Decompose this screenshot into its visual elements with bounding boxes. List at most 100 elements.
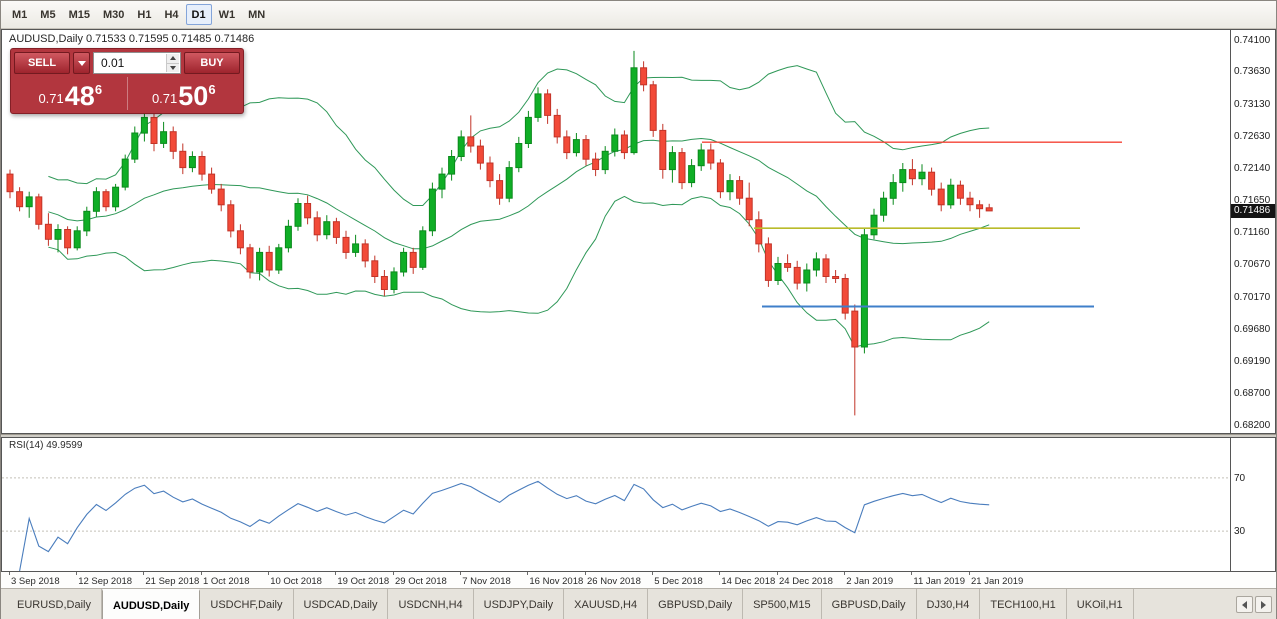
lot-presets-dropdown[interactable] bbox=[73, 52, 90, 74]
timeframe-button-m1[interactable]: M1 bbox=[6, 4, 33, 25]
timeframe-button-m15[interactable]: M15 bbox=[63, 4, 96, 25]
tab-scroll-left-icon[interactable] bbox=[1236, 596, 1253, 613]
candle bbox=[112, 186, 120, 208]
candle bbox=[54, 229, 62, 240]
candle bbox=[880, 197, 888, 216]
chart-tab-usdcad-daily[interactable]: USDCAD,Daily bbox=[294, 589, 389, 619]
candle bbox=[937, 188, 945, 206]
buy-price-prefix: 0.71 bbox=[151, 91, 178, 106]
candle bbox=[179, 150, 187, 169]
candle bbox=[198, 156, 206, 175]
chart-tab-usdcnh-h4[interactable]: USDCNH,H4 bbox=[388, 589, 474, 619]
candle bbox=[736, 180, 744, 199]
candle bbox=[486, 162, 494, 182]
candle bbox=[726, 180, 734, 193]
candle bbox=[544, 93, 552, 116]
rsi-indicator-window: RSI(14) 49.9599 70 30 bbox=[1, 437, 1276, 572]
lot-size-field[interactable]: 0.01 bbox=[93, 52, 181, 74]
rsi-chart-area[interactable]: RSI(14) 49.9599 bbox=[1, 437, 1230, 572]
candle bbox=[265, 251, 273, 271]
candle bbox=[841, 278, 849, 314]
price-axis[interactable]: 0.71486 0.74100 0.73630 0.73130 0.72630 0.72… bbox=[1230, 29, 1276, 434]
chart-tab-eurusd-daily[interactable]: EURUSD,Daily bbox=[7, 589, 102, 619]
timeframe-button-d1[interactable]: D1 bbox=[185, 4, 212, 25]
main-chart-area[interactable]: AUDUSD,Daily 0.71533 0.71595 0.71485 0.7… bbox=[1, 29, 1230, 434]
candle bbox=[246, 247, 254, 273]
rsi-plot[interactable] bbox=[2, 438, 1230, 571]
chart-tab-usdchf-daily[interactable]: USDCHF,Daily bbox=[200, 589, 294, 619]
candle bbox=[169, 131, 177, 152]
rsi-axis[interactable]: 70 30 bbox=[1230, 437, 1276, 572]
candle bbox=[688, 165, 696, 184]
candle bbox=[361, 243, 369, 262]
tab-scroll-right-icon[interactable] bbox=[1255, 596, 1272, 613]
chart-tab-tech100-h1[interactable]: TECH100,H1 bbox=[980, 589, 1067, 619]
date-tick bbox=[911, 572, 913, 575]
sell-button[interactable]: SELL bbox=[14, 52, 70, 74]
date-axis[interactable]: 3 Sep 2018 12 Sep 2018 21 Sep 2018 1 Oct 20… bbox=[1, 572, 1276, 589]
chart-tab-usdjpy-daily[interactable]: USDJPY,Daily bbox=[474, 589, 565, 619]
chart-tab-sp500-m15[interactable]: SP500,M15 bbox=[743, 589, 822, 619]
timeframe-button-w1[interactable]: W1 bbox=[213, 4, 242, 25]
candle bbox=[793, 266, 801, 284]
price-axis-label: 0.71160 bbox=[1234, 227, 1270, 239]
candle bbox=[976, 204, 984, 210]
chart-tab-gbpusd-daily[interactable]: GBPUSD,Daily bbox=[648, 589, 744, 619]
chart-tab-dj30-h4[interactable]: DJ30,H4 bbox=[917, 589, 981, 619]
price-axis-label: 0.70170 bbox=[1234, 291, 1271, 303]
timeframe-button-m30[interactable]: M30 bbox=[97, 4, 130, 25]
candle bbox=[390, 271, 398, 290]
candle bbox=[649, 84, 657, 131]
date-axis-label: 21 Sep 2018 bbox=[145, 576, 200, 587]
chart-tab-ukoil-h1[interactable]: UKOil,H1 bbox=[1067, 589, 1134, 619]
chart-tab-xauusd-h4[interactable]: XAUUSD,H4 bbox=[564, 589, 649, 619]
timeframe-button-h1[interactable]: H1 bbox=[131, 4, 157, 25]
candle bbox=[832, 276, 840, 279]
candle bbox=[870, 214, 878, 236]
date-axis-label: 29 Oct 2018 bbox=[395, 576, 447, 587]
candle bbox=[371, 260, 379, 278]
candle bbox=[409, 251, 417, 268]
lot-spinner[interactable] bbox=[166, 54, 179, 72]
buy-button[interactable]: BUY bbox=[184, 52, 240, 74]
candle bbox=[755, 219, 763, 245]
chart-tab-bar: EURUSD,Daily AUDUSD,Daily USDCHF,Daily USDC… bbox=[1, 589, 1276, 619]
date-axis-label: 14 Dec 2018 bbox=[721, 576, 776, 587]
date-tick bbox=[460, 572, 462, 575]
chart-tab-audusd-daily[interactable]: AUDUSD,Daily bbox=[101, 589, 201, 619]
candle bbox=[236, 230, 244, 249]
candle bbox=[707, 149, 715, 164]
candle bbox=[342, 236, 350, 253]
candle bbox=[275, 247, 283, 271]
price-axis-label: 0.72140 bbox=[1234, 163, 1271, 175]
candle bbox=[899, 169, 907, 184]
candle bbox=[985, 207, 993, 212]
date-axis-label: 7 Nov 2018 bbox=[462, 576, 511, 587]
chart-tab-gbpusd-daily[interactable]: GBPUSD,Daily bbox=[822, 589, 917, 619]
candlestick-chart[interactable] bbox=[2, 30, 1230, 433]
date-tick bbox=[719, 572, 721, 575]
buy-price-display[interactable]: 0.71 50 6 bbox=[128, 77, 241, 110]
candle bbox=[697, 149, 705, 167]
candle bbox=[505, 167, 513, 199]
candle bbox=[160, 131, 168, 144]
candle bbox=[515, 143, 523, 169]
date-tick bbox=[9, 572, 10, 575]
candle bbox=[764, 243, 772, 281]
sell-price-prefix: 0.71 bbox=[38, 91, 64, 106]
spinner-up-icon[interactable] bbox=[167, 54, 179, 64]
timeframe-button-m5[interactable]: M5 bbox=[34, 4, 61, 25]
price-axis-label: 0.68200 bbox=[1234, 420, 1271, 432]
timeframe-button-mn[interactable]: MN bbox=[242, 4, 271, 25]
candle bbox=[25, 196, 33, 208]
candle bbox=[496, 180, 504, 199]
timeframe-button-h4[interactable]: H4 bbox=[158, 4, 184, 25]
candle bbox=[332, 221, 340, 238]
candle bbox=[784, 263, 792, 268]
spinner-down-icon[interactable] bbox=[167, 63, 179, 72]
candle bbox=[851, 310, 859, 348]
candle bbox=[659, 129, 667, 170]
panel-splitter[interactable] bbox=[1, 434, 1276, 437]
sell-price-display[interactable]: 0.71 48 6 bbox=[14, 77, 128, 110]
date-axis-label: 11 Jan 2019 bbox=[913, 576, 965, 587]
